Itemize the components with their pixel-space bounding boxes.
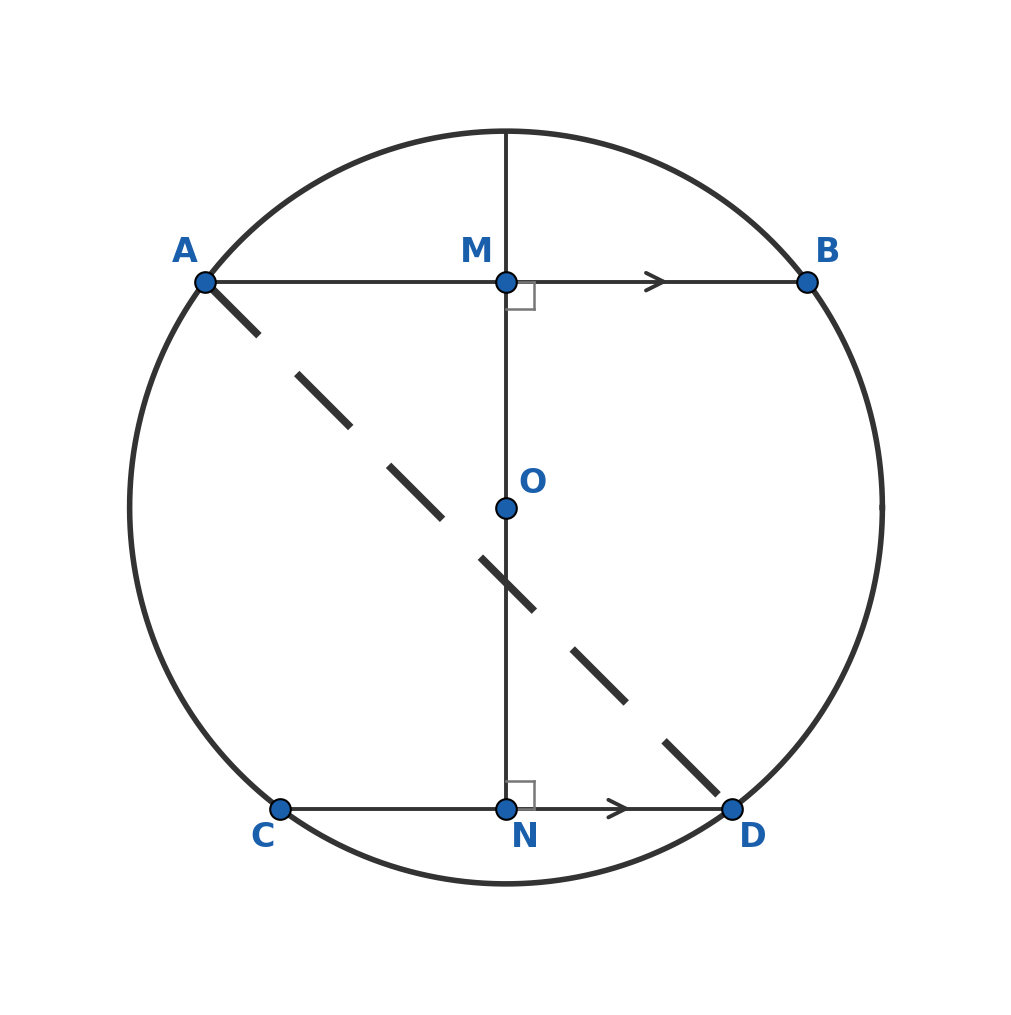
Text: B: B xyxy=(814,236,839,269)
Text: M: M xyxy=(460,236,493,269)
Text: C: C xyxy=(251,821,275,855)
Text: D: D xyxy=(739,821,766,855)
Point xyxy=(723,801,739,817)
Text: A: A xyxy=(171,236,197,269)
Text: O: O xyxy=(518,467,546,500)
Point xyxy=(196,274,212,290)
Point xyxy=(497,499,514,516)
Point xyxy=(497,274,514,290)
Point xyxy=(272,801,288,817)
Point xyxy=(497,801,514,817)
Point xyxy=(799,274,815,290)
Text: N: N xyxy=(511,821,539,855)
